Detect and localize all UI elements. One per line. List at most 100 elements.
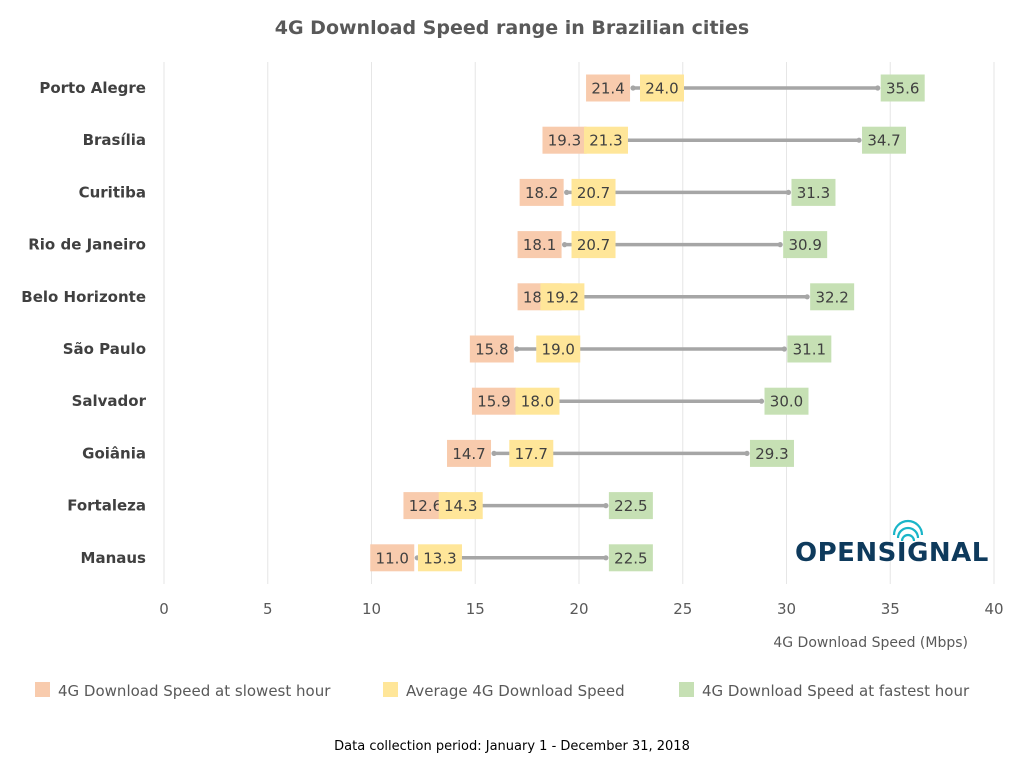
range-endpoint (744, 450, 750, 456)
data-label: 35.6 (886, 80, 919, 98)
x-tick-label: 35 (881, 600, 900, 618)
category-label: Rio de Janeiro (28, 236, 146, 254)
range-endpoint (875, 85, 881, 91)
data-label: 30.0 (770, 393, 803, 411)
category-label: São Paulo (63, 340, 146, 358)
value-marker (515, 387, 560, 415)
data-label: 32.2 (815, 288, 848, 306)
data-label: 19.3 (548, 132, 581, 150)
value-marker (509, 439, 554, 467)
x-tick-label: 20 (569, 600, 588, 618)
value-marker (640, 74, 684, 102)
value-marker (764, 387, 809, 415)
value-marker (608, 544, 653, 572)
range-endpoint (785, 189, 792, 195)
value-marker (517, 231, 562, 259)
value-marker (749, 439, 794, 467)
data-label: 30.9 (788, 236, 821, 254)
value-marker (438, 492, 483, 520)
data-label: 20.7 (577, 236, 610, 254)
legend-swatch (679, 682, 694, 697)
x-tick-label: 25 (673, 600, 692, 618)
legend-label: Average 4G Download Speed (406, 682, 625, 700)
category-label: Manaus (81, 549, 147, 567)
x-tick-label: 15 (466, 600, 485, 618)
value-marker (583, 126, 628, 154)
value-marker (540, 283, 585, 311)
data-label: 34.7 (867, 132, 900, 150)
range-endpoint (603, 555, 609, 561)
value-marker (370, 544, 415, 572)
range-endpoint (630, 85, 636, 91)
data-label: 14.3 (444, 497, 477, 515)
value-marker (783, 231, 828, 259)
range-endpoint (603, 503, 609, 509)
value-marker (608, 492, 653, 520)
logo-text: OPENSIGNAL (795, 538, 989, 568)
data-label: 20.7 (577, 184, 610, 202)
legend-label: 4G Download Speed at slowest hour (58, 682, 331, 700)
legend-swatch (35, 682, 50, 697)
range-endpoint (758, 398, 765, 404)
x-tick-label: 10 (362, 600, 381, 618)
legend: 4G Download Speed at slowest hour Average… (35, 682, 970, 700)
value-marker (791, 178, 836, 206)
category-label: Curitiba (79, 183, 146, 201)
range-endpoint (564, 189, 570, 195)
range-endpoint (514, 346, 520, 352)
x-tick-labels: 0 5 10 15 20 25 30 35 40 (159, 600, 1003, 618)
range-endpoint (856, 137, 862, 143)
data-label: 19.0 (542, 341, 575, 359)
legend-label: 4G Download Speed at fastest hour (702, 682, 970, 700)
footnote: Data collection period: January 1 - Dece… (334, 739, 690, 754)
x-tick-label: 5 (263, 600, 273, 618)
data-label: 18.2 (525, 184, 558, 202)
value-marker (417, 544, 462, 572)
category-label: Goiânia (82, 444, 146, 462)
category-label: Brasília (83, 131, 146, 149)
value-marker (469, 335, 514, 363)
value-marker (880, 74, 925, 102)
value-marker (571, 178, 616, 206)
value-marker (810, 283, 855, 311)
value-marker (471, 387, 516, 415)
legend-swatch (383, 682, 398, 697)
value-marker (519, 178, 564, 206)
category-label: Porto Alegre (39, 79, 146, 97)
data-label: 22.5 (614, 549, 647, 567)
data-label: 17.7 (515, 445, 548, 463)
opensignal-logo: OPENSIGNAL (795, 519, 989, 568)
value-marker (787, 335, 832, 363)
x-tick-label: 0 (159, 600, 169, 618)
value-marker (571, 231, 616, 259)
category-label: Salvador (72, 392, 147, 410)
data-label: 15.8 (475, 341, 508, 359)
value-marker (862, 126, 907, 154)
category-labels: Porto Alegre Brasília Curitiba Rio de Janei… (21, 79, 146, 567)
range-lines (414, 85, 881, 561)
category-label: Belo Horizonte (21, 288, 146, 306)
data-label: 21.4 (591, 80, 624, 98)
data-label: 31.3 (797, 184, 830, 202)
category-label: Fortaleza (67, 497, 146, 515)
data-label: 22.5 (614, 497, 647, 515)
range-endpoint (491, 450, 497, 456)
data-label: 12.6 (409, 497, 442, 515)
x-axis-label: 4G Download Speed (Mbps) (773, 635, 968, 651)
range-endpoint (777, 242, 783, 248)
chart-title: 4G Download Speed range in Brazilian cit… (275, 17, 749, 39)
range-endpoint (781, 346, 787, 352)
data-label: 19.2 (546, 288, 579, 306)
data-label: 13.3 (423, 549, 456, 567)
value-labels: 21.4 24.0 35.6 19.3 21.3 34.7 18.2 20.7 31.3 18.1… (370, 74, 925, 572)
value-marker (447, 439, 492, 467)
value-marker (536, 335, 581, 363)
data-label: 18.1 (523, 236, 556, 254)
data-label: 29.3 (755, 445, 788, 463)
range-endpoint (804, 294, 810, 300)
data-label: 24.0 (645, 80, 678, 98)
range-endpoint (561, 242, 568, 248)
data-label: 14.7 (452, 445, 485, 463)
data-label: 21.3 (589, 132, 622, 150)
